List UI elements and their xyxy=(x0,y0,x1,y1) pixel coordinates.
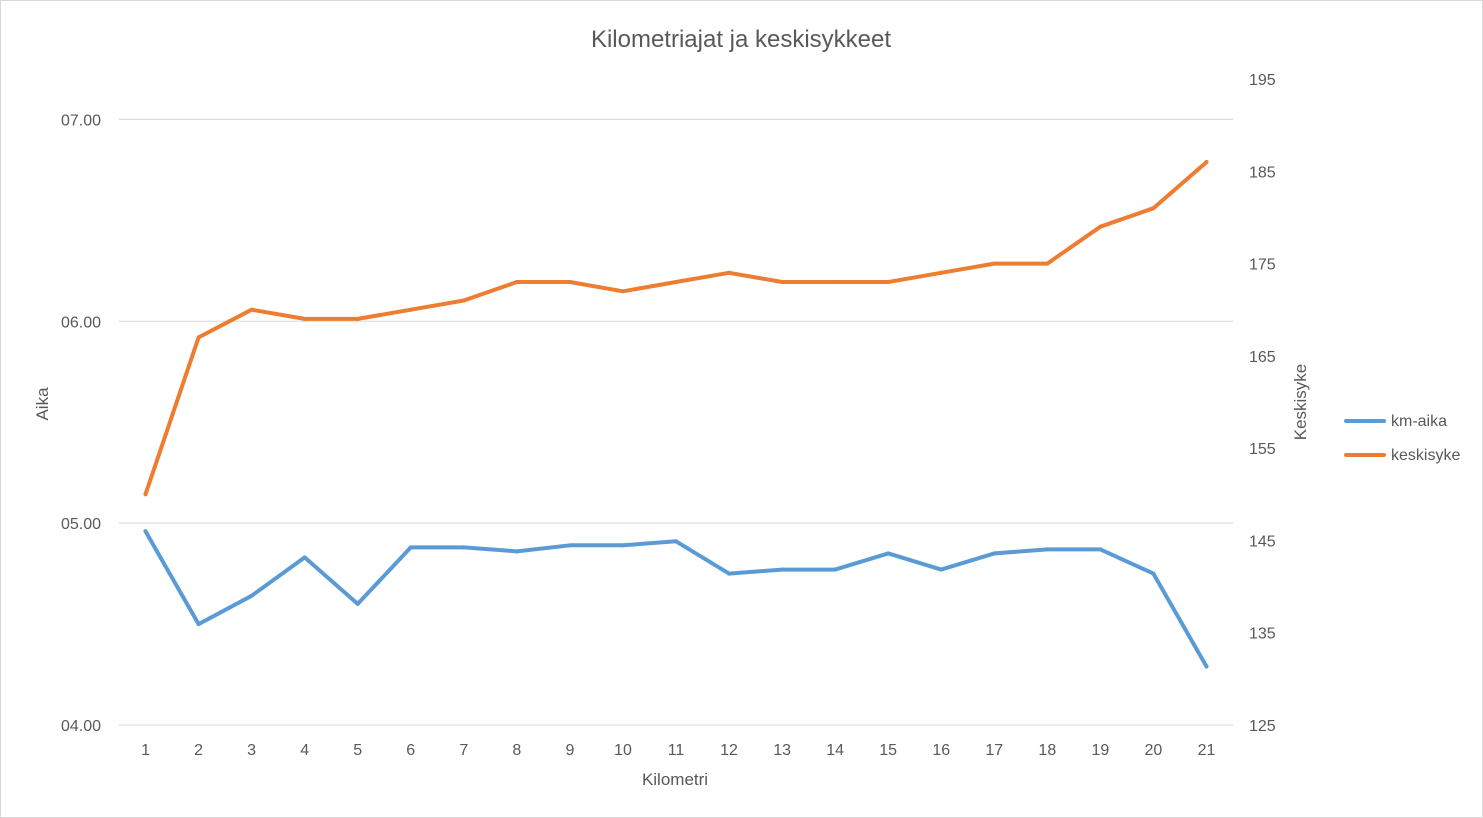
data-point-keskisyke xyxy=(939,270,944,275)
x-tick-label: 11 xyxy=(668,742,685,759)
left-tick-label: 06.00 xyxy=(61,314,101,331)
series-lines xyxy=(143,160,1209,669)
left-axis-title: Aika xyxy=(33,387,52,421)
x-tick-label: 16 xyxy=(932,742,950,759)
data-point-km-aika xyxy=(196,622,201,627)
data-point-keskisyke xyxy=(514,280,519,285)
x-tick-label: 12 xyxy=(720,742,738,759)
data-point-km-aika xyxy=(939,567,944,572)
right-tick-label: 195 xyxy=(1249,72,1276,89)
data-point-km-aika xyxy=(1045,547,1050,552)
x-tick-label: 19 xyxy=(1091,742,1109,759)
right-tick-label: 125 xyxy=(1249,718,1276,735)
x-tick-label: 21 xyxy=(1198,742,1216,759)
data-point-km-aika xyxy=(355,601,360,606)
x-tick-label: 4 xyxy=(300,742,309,759)
x-tick-label: 3 xyxy=(247,742,256,759)
data-point-km-aika xyxy=(1151,571,1156,576)
legend: km-aika keskisyke xyxy=(1344,413,1460,464)
left-tick-label: 07.00 xyxy=(61,112,101,129)
x-tick-label: 17 xyxy=(985,742,1003,759)
data-point-keskisyke xyxy=(408,307,413,312)
data-point-km-aika xyxy=(674,539,678,544)
data-point-km-aika xyxy=(143,529,148,534)
data-point-km-aika xyxy=(1098,547,1103,552)
x-tick-label: 9 xyxy=(565,742,574,759)
left-tick-label: 04.00 xyxy=(61,718,101,735)
x-tick-label: 18 xyxy=(1038,742,1056,759)
data-point-keskisyke xyxy=(1204,160,1209,165)
data-point-km-aika xyxy=(620,543,625,548)
data-point-keskisyke xyxy=(249,307,254,312)
legend-label: km-aika xyxy=(1391,413,1447,430)
data-point-keskisyke xyxy=(143,492,148,497)
right-tick-label: 145 xyxy=(1249,533,1276,550)
data-point-km-aika xyxy=(514,549,519,554)
right-tick-label: 185 xyxy=(1249,164,1276,181)
data-point-keskisyke xyxy=(1098,224,1103,229)
data-point-keskisyke xyxy=(1045,261,1050,266)
data-point-km-aika xyxy=(461,545,466,550)
x-tick-label: 6 xyxy=(406,742,415,759)
right-tick-label: 175 xyxy=(1249,257,1276,274)
x-tick-label: 10 xyxy=(614,742,632,759)
right-tick-label: 165 xyxy=(1249,349,1276,366)
x-tick-label: 8 xyxy=(512,742,521,759)
x-axis-title: Kilometri xyxy=(642,770,708,789)
data-point-km-aika xyxy=(249,593,254,598)
x-tick-label: 15 xyxy=(879,742,897,759)
chart-title: Kilometriajat ja keskisykkeet xyxy=(591,26,891,53)
data-point-keskisyke xyxy=(780,280,785,285)
data-point-keskisyke xyxy=(567,280,572,285)
data-point-keskisyke xyxy=(674,280,678,285)
data-point-keskisyke xyxy=(1151,206,1156,211)
x-tick-label: 1 xyxy=(141,742,150,759)
data-point-keskisyke xyxy=(620,289,625,294)
data-point-keskisyke xyxy=(992,261,997,266)
x-axis-ticks: 1 2 3 4 5 6 7 8 9 10 11 12 13 14 15 16 17 18 19 20 21 xyxy=(141,742,1215,759)
data-point-km-aika xyxy=(408,545,413,550)
data-point-keskisyke xyxy=(196,335,201,340)
data-point-km-aika xyxy=(992,551,997,556)
data-point-keskisyke xyxy=(461,298,466,303)
right-tick-label: 135 xyxy=(1249,626,1276,643)
data-point-km-aika xyxy=(780,567,785,572)
right-axis-ticks: 125 135 145 155 165 175 185 195 xyxy=(1249,72,1276,735)
x-tick-label: 5 xyxy=(353,742,362,759)
x-tick-label: 2 xyxy=(194,742,203,759)
series-line-keskisyke xyxy=(143,160,1209,497)
data-point-km-aika xyxy=(567,543,572,548)
gridlines xyxy=(119,118,1233,726)
legend-label: keskisyke xyxy=(1391,447,1460,464)
data-point-keskisyke xyxy=(302,316,307,321)
x-tick-label: 14 xyxy=(826,742,844,759)
right-axis-title: Keskisyke xyxy=(1291,364,1310,441)
data-point-keskisyke xyxy=(727,270,732,275)
right-tick-label: 155 xyxy=(1249,441,1276,458)
x-tick-label: 13 xyxy=(773,742,791,759)
x-tick-label: 20 xyxy=(1145,742,1163,759)
data-point-km-aika xyxy=(886,551,891,556)
data-point-km-aika xyxy=(833,567,838,572)
series-line-km-aika xyxy=(143,529,1209,669)
left-tick-label: 05.00 xyxy=(61,516,101,533)
data-point-km-aika xyxy=(302,555,307,560)
data-point-keskisyke xyxy=(355,316,360,321)
left-axis-ticks: 04.00 05.00 06.00 07.00 xyxy=(61,112,101,735)
data-point-km-aika xyxy=(727,571,732,576)
data-point-keskisyke xyxy=(833,280,838,285)
data-point-keskisyke xyxy=(886,280,891,285)
data-point-km-aika xyxy=(1204,664,1209,669)
x-tick-label: 7 xyxy=(459,742,468,759)
